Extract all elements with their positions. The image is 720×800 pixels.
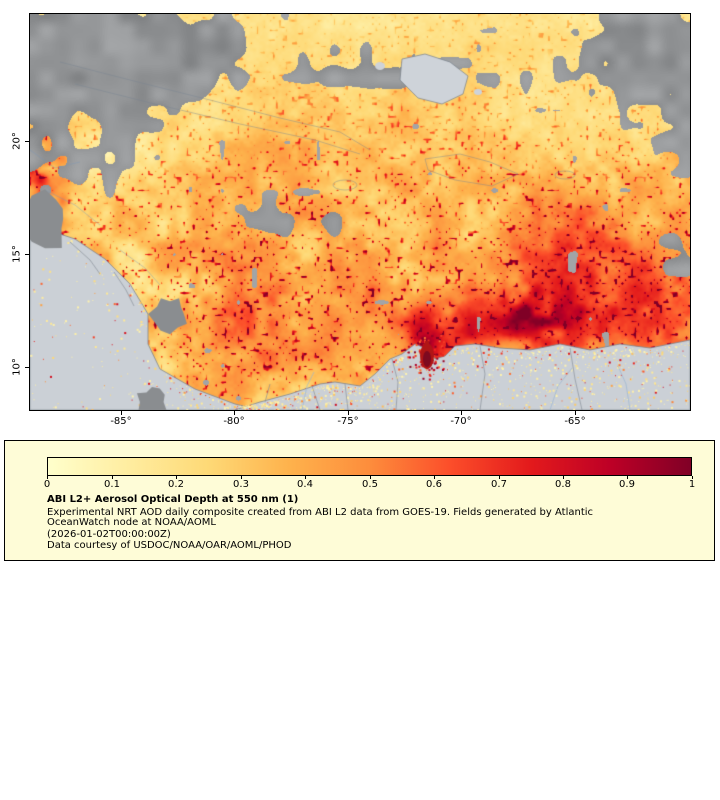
y-tick-label-20: 20° bbox=[11, 132, 23, 150]
colorbar-tick-mark bbox=[434, 476, 435, 479]
y-tick-label-15: 15° bbox=[11, 245, 23, 263]
colorbar-label: 1 bbox=[688, 479, 696, 490]
legend-courtesy: Data courtesy of USDOC/NOAA/OAR/AOML/PHO… bbox=[47, 540, 292, 551]
colorbar-tick-mark bbox=[627, 476, 628, 479]
legend-box: 0 0.1 0.2 0.3 0.4 0.5 0.6 0.7 0.8 0.9 1 … bbox=[4, 440, 715, 561]
x-tick-mark bbox=[575, 411, 576, 415]
colorbar-label: 0.2 bbox=[168, 479, 184, 490]
colorbar-label: 0.8 bbox=[555, 479, 571, 490]
colorbar-tick-mark bbox=[47, 476, 48, 479]
legend-description-1: Experimental NRT AOD daily composite cre… bbox=[47, 507, 594, 518]
x-tick-label-70: -70° bbox=[450, 416, 472, 427]
colorbar-label: 0 bbox=[43, 479, 51, 490]
x-tick-mark bbox=[121, 411, 122, 415]
colorbar-tick-mark bbox=[563, 476, 564, 479]
y-tick-mark bbox=[25, 141, 29, 142]
colorbar-tick-mark bbox=[112, 476, 113, 479]
y-tick-mark bbox=[25, 254, 29, 255]
x-tick-label-75: -75° bbox=[337, 416, 359, 427]
colorbar-label: 0.4 bbox=[297, 479, 313, 490]
colorbar-label: 0.3 bbox=[233, 479, 249, 490]
colorbar-tick-mark bbox=[305, 476, 306, 479]
colorbar-label: 0.7 bbox=[491, 479, 507, 490]
x-tick-mark bbox=[234, 411, 235, 415]
colorbar-tick-mark bbox=[370, 476, 371, 479]
x-tick-label-65: -65° bbox=[564, 416, 586, 427]
x-tick-mark bbox=[461, 411, 462, 415]
legend-timestamp: (2026-01-02T00:00:00Z) bbox=[47, 529, 171, 540]
colorbar-label: 0.6 bbox=[426, 479, 442, 490]
colorbar bbox=[47, 457, 692, 476]
x-tick-label-85: -85° bbox=[110, 416, 132, 427]
colorbar-label: 0.1 bbox=[104, 479, 120, 490]
colorbar-tick-mark bbox=[241, 476, 242, 479]
x-tick-label-80: -80° bbox=[223, 416, 245, 427]
y-tick-mark bbox=[25, 367, 29, 368]
colorbar-tick-mark bbox=[499, 476, 500, 479]
aod-map-canvas bbox=[30, 14, 690, 410]
y-tick-label-10: 10° bbox=[11, 358, 23, 376]
legend-description-2: OceanWatch node at NOAA/AOML bbox=[47, 517, 216, 528]
colorbar-label: 0.9 bbox=[619, 479, 635, 490]
colorbar-label: 0.5 bbox=[362, 479, 378, 490]
colorbar-tick-mark bbox=[692, 476, 693, 479]
legend-title: ABI L2+ Aerosol Optical Depth at 550 nm … bbox=[47, 494, 299, 505]
map-frame bbox=[29, 13, 691, 411]
x-tick-mark bbox=[348, 411, 349, 415]
colorbar-tick-mark bbox=[176, 476, 177, 479]
